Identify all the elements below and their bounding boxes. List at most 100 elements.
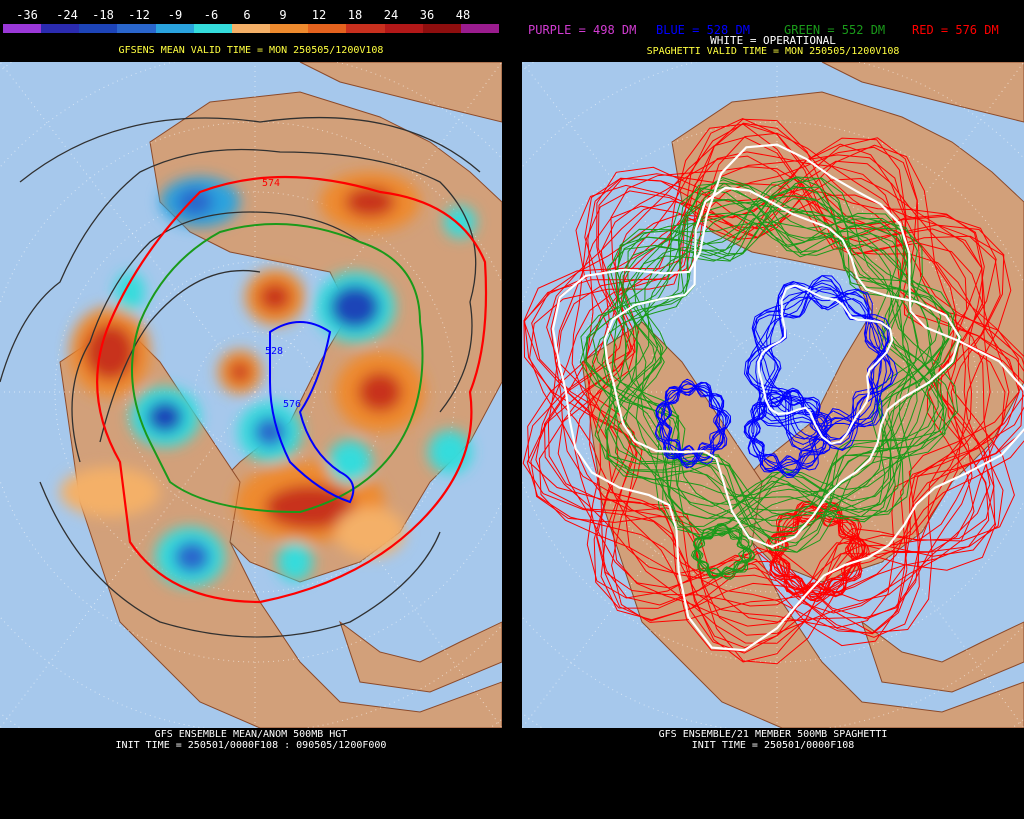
- right-valid-time-header: SPAGHETTI VALID TIME = MON 250505/1200V1…: [646, 46, 900, 57]
- colorbar-label: -6: [203, 8, 219, 22]
- colorbar-swatch: [270, 24, 309, 33]
- spaghetti-line: [527, 118, 1024, 629]
- operational-lines: [551, 143, 1024, 652]
- spaghetti-line: [584, 195, 950, 553]
- spaghetti-line: [747, 275, 894, 441]
- spaghetti-line: [575, 184, 991, 622]
- spaghetti-line: [745, 393, 832, 479]
- spaghetti-line: [753, 282, 898, 452]
- right-footer-title: GFS ENSEMBLE/21 MEMBER 500MB SPAGHETTI: [658, 729, 888, 740]
- colorbar-label: -36: [16, 8, 38, 22]
- spaghetti-line: [603, 186, 961, 549]
- spaghetti-line: [657, 381, 732, 468]
- legend-green: GREEN = 552 DM: [784, 23, 886, 37]
- colorbar-swatch: [117, 24, 156, 33]
- spaghetti-map: [522, 62, 1024, 728]
- legend-blue: BLUE = 528 DM: [656, 23, 750, 37]
- spaghetti-line: [751, 397, 825, 470]
- spaghetti-line: [775, 513, 860, 594]
- colorbar-label: -12: [128, 8, 150, 22]
- spaghetti-line: [617, 210, 936, 528]
- colorbar-label: 48: [455, 8, 471, 22]
- colorbar-label: 6: [243, 8, 251, 22]
- 552dm-contour: [131, 223, 424, 514]
- spaghetti-line: [662, 387, 724, 459]
- colorbar-label: -24: [56, 8, 78, 22]
- colorbar-swatch: [422, 24, 461, 33]
- spaghetti-line: [557, 173, 1005, 635]
- spaghetti-line: [693, 527, 753, 579]
- contour-label: 528: [265, 346, 283, 357]
- ensemble-mean-map: 574 528 576: [0, 62, 502, 728]
- 528dm-contour: [269, 321, 355, 504]
- contour-label: 576: [283, 399, 301, 410]
- spaghetti-line: [752, 288, 887, 445]
- colorbar-swatch: [346, 24, 385, 33]
- colorbar-swatch: [384, 24, 423, 33]
- colorbar-label: 24: [383, 8, 399, 22]
- colorbar-swatch: [79, 24, 118, 33]
- colorbar-swatch: [231, 24, 271, 33]
- spaghetti-line: [654, 383, 724, 465]
- height-contours: [0, 116, 481, 638]
- anomaly-shading: [60, 172, 476, 587]
- spaghetti-line: [764, 501, 861, 600]
- legend-red: RED = 576 DM: [912, 23, 999, 37]
- left-footer-title: GFS ENSEMBLE MEAN/ANOM 500MB HGT: [154, 729, 348, 740]
- spaghetti-line: [746, 286, 891, 451]
- spaghetti-line: [751, 288, 894, 450]
- anomaly-colorbar: -36 -24 -18 -12 -9 -6 6 9 12 18 24 36 48: [3, 8, 499, 22]
- ensemble-mean-panel: -36 -24 -18 -12 -9 -6 6 9 12 18 24 36 48…: [0, 0, 502, 819]
- spaghetti-line: [550, 132, 1024, 652]
- spaghetti-line: [538, 155, 985, 634]
- legend-purple: PURPLE = 498 DM: [528, 23, 637, 37]
- spaghetti-line: [751, 390, 831, 473]
- spaghetti-line: [743, 389, 828, 475]
- spaghetti-line: [529, 151, 1024, 665]
- spaghetti-528-lines: [654, 275, 898, 479]
- spaghetti-line: [606, 187, 942, 517]
- left-footer-init: INIT TIME = 250501/0000F108 : 090505/120…: [115, 740, 387, 751]
- spaghetti-line: [660, 381, 728, 460]
- spaghetti-line: [743, 389, 828, 476]
- colorbar-swatch: [308, 24, 347, 33]
- colorbar-label: -18: [92, 8, 114, 22]
- spaghetti-line: [551, 143, 1024, 652]
- left-valid-time-header: GFSENS MEAN VALID TIME = MON 250505/1200…: [118, 45, 384, 56]
- spaghetti-line: [769, 500, 866, 595]
- spaghetti-line: [616, 220, 918, 520]
- colorbar-label: 36: [419, 8, 435, 22]
- spaghetti-line: [574, 177, 997, 620]
- right-footer-init: INIT TIME = 250501/0000F108: [691, 740, 855, 751]
- legend-white: WHITE = OPERATIONAL: [710, 34, 836, 47]
- spaghetti-line: [745, 275, 892, 445]
- spaghetti-panel: PURPLE = 498 DM BLUE = 528 DM GREEN = 55…: [522, 0, 1024, 819]
- spaghetti-line: [750, 395, 827, 472]
- spaghetti-line: [693, 526, 749, 575]
- spaghetti-line: [692, 522, 756, 578]
- colorbar-swatches: [3, 24, 500, 33]
- colorbar-labels: -36 -24 -18 -12 -9 -6 6 9 12 18 24 36 48: [3, 8, 499, 22]
- spaghetti-line: [579, 176, 939, 544]
- spaghetti-line: [607, 210, 944, 539]
- colorbar-swatch: [193, 24, 232, 33]
- spaghetti-line: [613, 185, 956, 538]
- spaghetti-line: [601, 177, 959, 535]
- colorbar-swatch: [460, 24, 500, 33]
- contour-label: 574: [262, 178, 280, 189]
- spaghetti-line: [655, 381, 727, 466]
- colorbar-swatch: [3, 24, 42, 33]
- colorbar-label: 12: [311, 8, 327, 22]
- colorbar-swatch: [155, 24, 194, 33]
- spaghetti-line: [605, 199, 919, 518]
- spaghetti-line: [609, 217, 931, 531]
- colorbar-swatch: [41, 24, 80, 33]
- spaghetti-line: [615, 198, 948, 536]
- spaghetti-line: [585, 177, 990, 609]
- colorbar-label: -9: [167, 8, 183, 22]
- colorbar-label: 9: [279, 8, 287, 22]
- spaghetti-552-lines: [579, 176, 962, 580]
- colorbar-label: 18: [347, 8, 363, 22]
- spaghetti-line: [546, 144, 997, 607]
- spaghetti-line: [614, 212, 912, 513]
